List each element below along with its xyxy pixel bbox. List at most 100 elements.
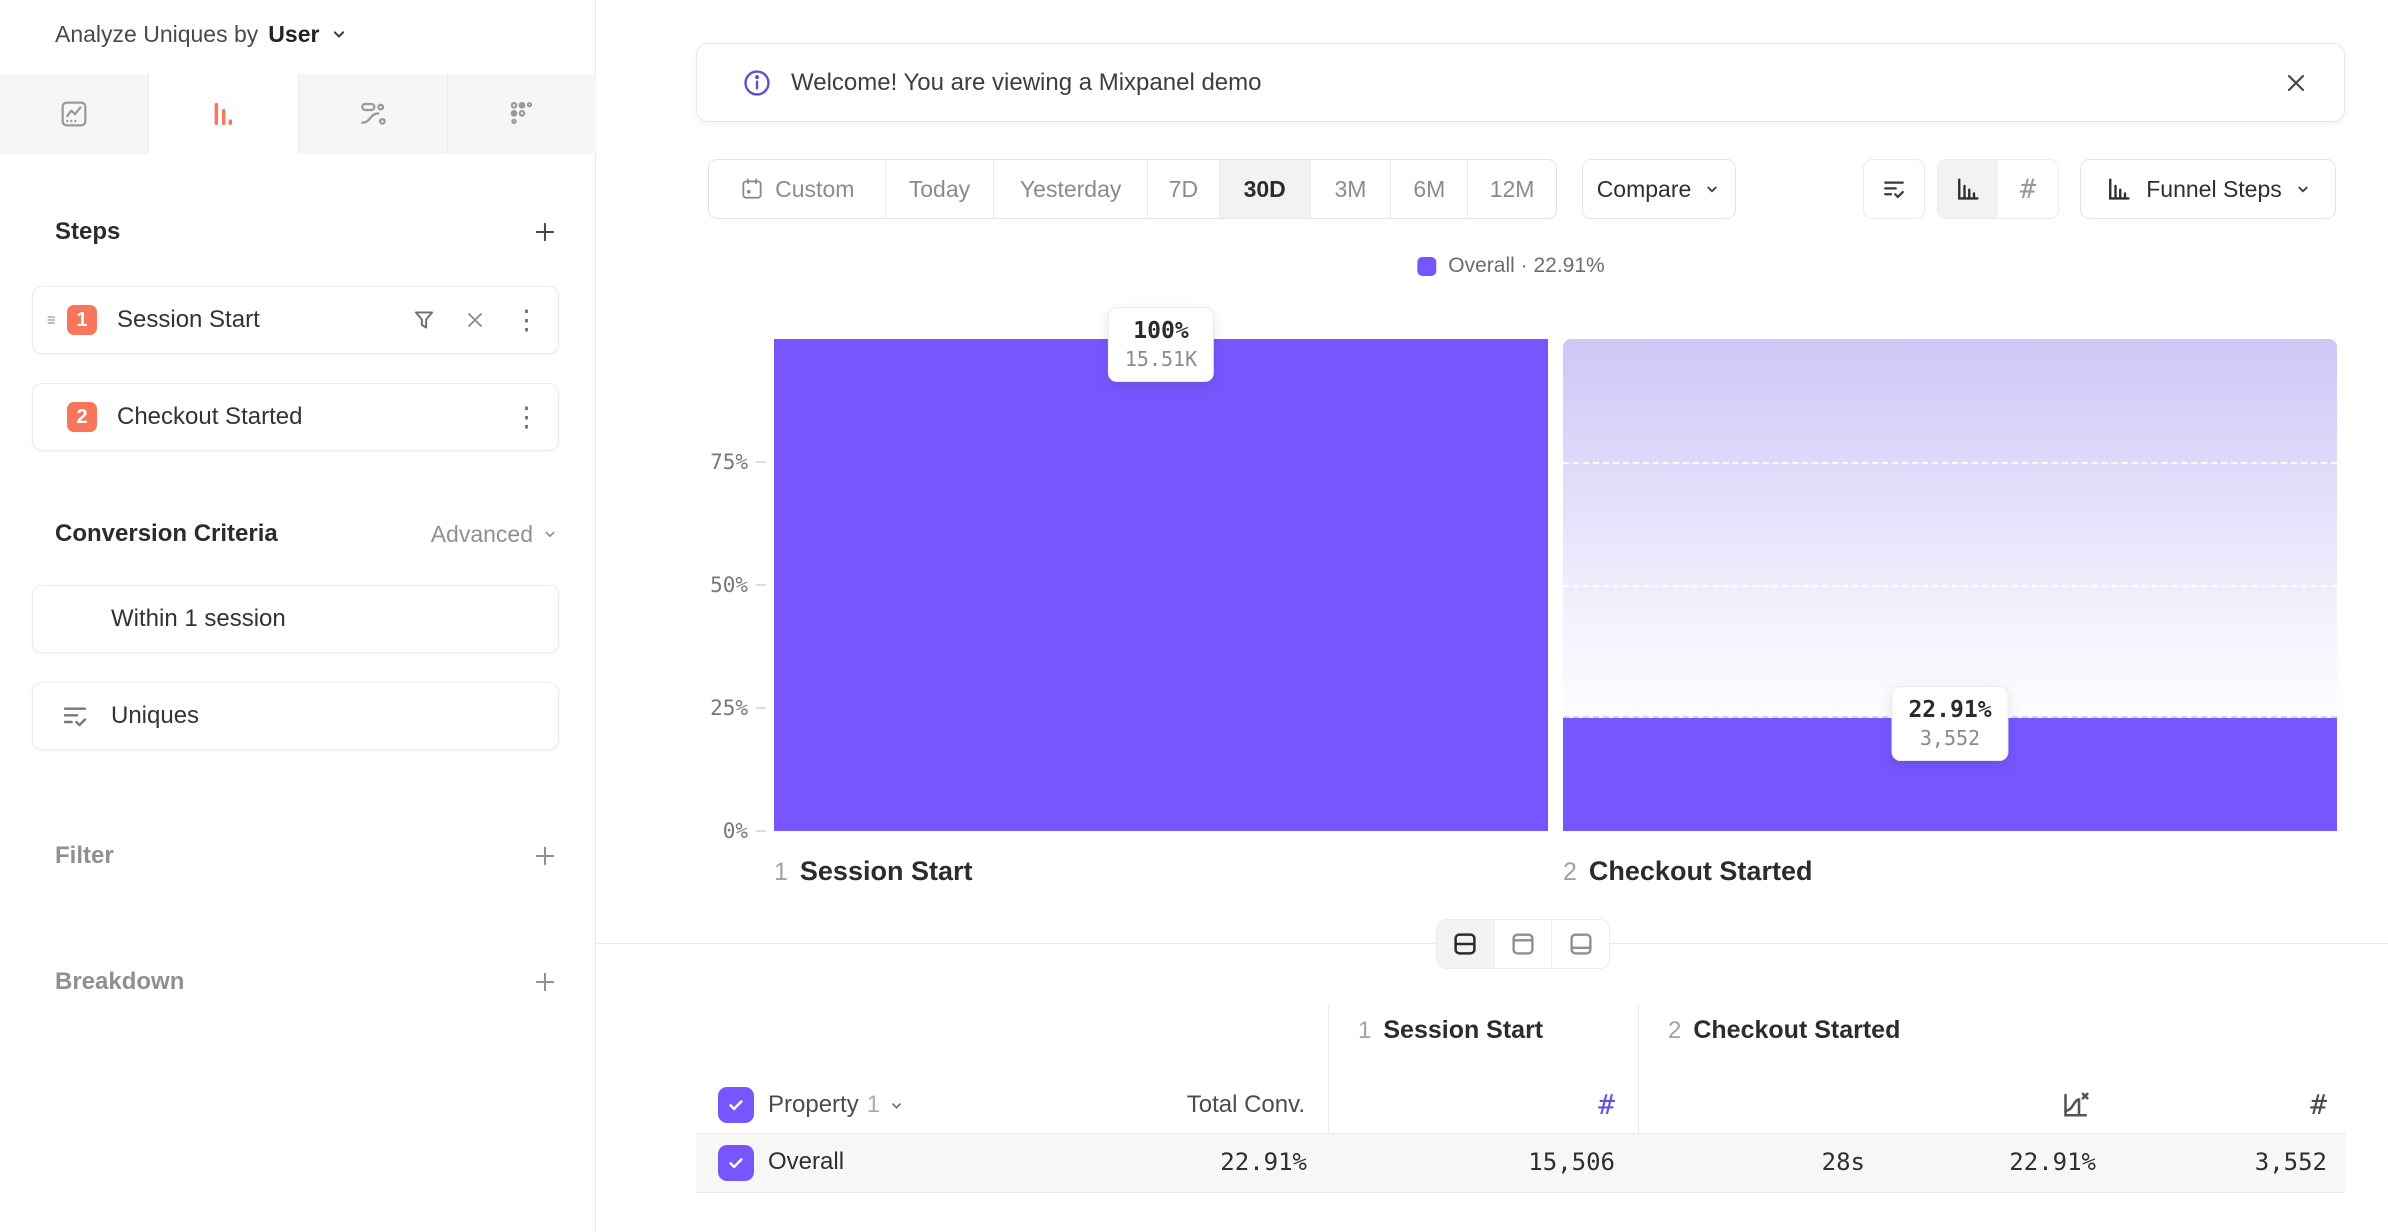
avg-time-clock-icon[interactable] (1828, 1086, 1864, 1122)
welcome-banner: Welcome! You are viewing a Mixpanel demo (696, 43, 2345, 122)
filter-section-header: Filter (55, 842, 559, 870)
legend-label: Overall · 22.91% (1448, 254, 1605, 277)
conversion-criteria-title: Conversion Criteria (55, 520, 278, 547)
y-axis-tickmark (756, 707, 766, 709)
conversion-rate-chart-icon[interactable] (2058, 1086, 2094, 1122)
column-divider (1328, 1005, 1329, 1192)
add-breakdown-button[interactable] (531, 968, 559, 996)
check-icon (729, 1100, 743, 1111)
row-avg-time: 28s (1821, 1148, 1865, 1176)
banner-message: Welcome! You are viewing a Mixpanel demo (791, 68, 1262, 96)
funnel-view-dropdown[interactable]: Funnel Steps (2080, 159, 2336, 219)
step-event-name[interactable]: Session Start (117, 306, 260, 333)
tab-funnels[interactable] (149, 74, 299, 154)
step-card-1[interactable]: 1 Session Start ⋮ (32, 286, 559, 354)
tab-retention[interactable] (447, 74, 596, 154)
row-step2-count: 3,552 (2254, 1148, 2327, 1176)
property-dropdown[interactable]: Property 1 (768, 1087, 905, 1123)
tab-flows[interactable] (298, 74, 448, 154)
check-icon (729, 1158, 743, 1169)
conversion-criteria-header: Conversion Criteria Advanced (55, 520, 559, 548)
y-axis-tickmark (756, 830, 766, 832)
date-range-7d[interactable]: 7D (1148, 160, 1220, 218)
y-axis-tick-25: 25% (710, 696, 748, 720)
y-axis-tickmark (756, 584, 766, 586)
funnel-bar-1[interactable] (774, 339, 1548, 831)
breakdown-section-header: Breakdown (55, 968, 559, 996)
calendar-icon (739, 176, 765, 202)
conversion-window-card[interactable]: Within 1 session (32, 585, 559, 653)
report-type-tabs (0, 74, 596, 154)
steps-section-header: Steps (55, 218, 559, 246)
add-step-button[interactable] (531, 218, 559, 246)
step-card-2[interactable]: 2 Checkout Started ⋮ (32, 383, 559, 451)
list-check-icon (1880, 175, 1908, 203)
chevron-down-icon (1707, 186, 1717, 193)
filter-icon[interactable] (411, 307, 437, 333)
layout-split-icon[interactable] (1437, 920, 1495, 968)
percent-bars-toggle[interactable] (1938, 160, 1998, 218)
counting-method-card[interactable]: Uniques (32, 682, 559, 750)
step-number-badge: 2 (67, 402, 97, 432)
count-metric-hash-icon[interactable]: # (2310, 1088, 2327, 1121)
row-checkbox[interactable] (718, 1145, 754, 1181)
analyze-entity-dropdown[interactable]: User (268, 20, 320, 47)
layout-top-icon[interactable] (1495, 920, 1553, 968)
metric-uniques-button[interactable] (1863, 159, 1925, 219)
date-range-today[interactable]: Today (886, 160, 995, 218)
flows-icon (357, 98, 389, 130)
tab-insights[interactable] (0, 74, 150, 154)
breakdown-title: Breakdown (55, 968, 185, 995)
advanced-dropdown[interactable]: Advanced (431, 521, 559, 548)
bar-chart-icon (1953, 174, 1983, 204)
gridline-50 (1563, 585, 2337, 587)
chevron-down-icon[interactable] (329, 24, 349, 44)
list-check-icon (59, 700, 91, 732)
count-metric-hash-icon[interactable]: # (1598, 1088, 1615, 1121)
chevron-down-icon (892, 1102, 901, 1109)
date-range-30d[interactable]: 30D (1219, 160, 1311, 218)
lost-users-area (1563, 339, 2337, 718)
absolute-numbers-toggle[interactable]: # (1998, 160, 2058, 218)
chevron-down-icon (545, 531, 555, 538)
step-options-kebab-icon[interactable]: ⋮ (513, 304, 540, 335)
filter-title: Filter (55, 842, 114, 869)
table-row-overall (696, 1133, 2345, 1193)
x-axis-step-1: 1 Session Start (774, 856, 973, 886)
gridline-75 (1563, 462, 2337, 464)
legend-item-overall[interactable]: Overall · 22.91% (1417, 254, 1605, 278)
query-builder-sidebar: Analyze Uniques by User Steps (0, 0, 596, 1232)
table-col-step1: 1 Session Start (1358, 1016, 1544, 1044)
step-event-name[interactable]: Checkout Started (117, 403, 303, 430)
date-range-6m[interactable]: 6M (1391, 160, 1469, 218)
remove-step-icon[interactable] (463, 308, 487, 332)
counting-method-label: Uniques (111, 702, 200, 729)
compare-button[interactable]: Compare (1582, 159, 1736, 219)
funnel-chart-icon (207, 98, 239, 130)
value-display-segmented-control: # (1937, 159, 2059, 219)
line-chart-icon (58, 98, 90, 130)
close-icon[interactable] (2282, 69, 2310, 97)
row-step1-count: 15,506 (1528, 1148, 1615, 1176)
chevron-down-icon (2298, 186, 2308, 193)
add-filter-button[interactable] (531, 842, 559, 870)
analyze-label: Analyze Uniques by (55, 20, 259, 47)
panel-layout-toggle (1436, 919, 1610, 969)
bar-tooltip-2: 22.91% 3,552 (1891, 686, 2009, 761)
date-range-12m[interactable]: 12M (1489, 175, 1535, 202)
y-axis-tick-75: 75% (710, 450, 748, 474)
date-range-yesterday[interactable]: Yesterday (994, 160, 1148, 218)
date-range-custom[interactable]: Custom (709, 160, 886, 218)
table-col-step2: 2 Checkout Started (1668, 1016, 1901, 1044)
x-axis-step-2: 2 Checkout Started (1563, 856, 1813, 886)
y-axis-tick-0: 0% (722, 819, 748, 843)
layout-bottom-icon[interactable] (1552, 920, 1609, 968)
select-all-checkbox[interactable] (718, 1087, 754, 1123)
drag-handle-icon[interactable] (43, 311, 61, 329)
steps-title: Steps (55, 218, 121, 245)
date-range-3m[interactable]: 3M (1311, 160, 1392, 218)
total-conv-header[interactable]: Total Conv. (1186, 1091, 1305, 1118)
step-options-kebab-icon[interactable]: ⋮ (513, 401, 540, 432)
report-main-area: Welcome! You are viewing a Mixpanel demo… (596, 0, 2388, 1232)
row-total-conv: 22.91% (1220, 1148, 1307, 1176)
